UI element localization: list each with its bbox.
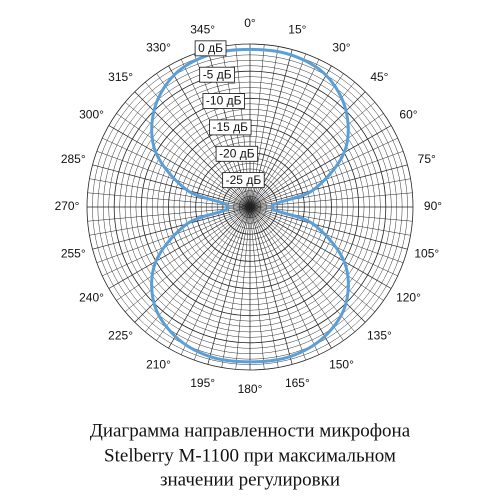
minor-grid-spoke: [235, 206, 251, 370]
grid-spoke: [249, 206, 392, 289]
minor-grid-spoke: [102, 137, 251, 208]
theta-tick-label: 240°: [79, 291, 104, 305]
grid-spoke: [207, 206, 251, 365]
theta-tick-label: 0°: [244, 16, 256, 30]
theta-tick-label: 330°: [146, 41, 171, 55]
r-tick-label: -20 дБ: [219, 146, 255, 160]
minor-grid-spoke: [180, 206, 251, 355]
grid-spoke: [249, 206, 332, 349]
theta-tick-label: 180°: [238, 382, 263, 396]
chart-title: Диаграмма направленности микрофона: [90, 420, 411, 441]
minor-grid-spoke: [249, 206, 398, 277]
minor-grid-spoke: [249, 113, 384, 208]
r-tick-label: -15 дБ: [213, 120, 249, 134]
minor-grid-spoke: [249, 206, 344, 341]
grid-spoke: [168, 206, 251, 349]
r-tick-label: -25 дБ: [226, 173, 262, 187]
theta-tick-label: 105°: [414, 247, 439, 261]
series-line: [150, 47, 350, 364]
theta-tick-label: 210°: [146, 358, 171, 372]
chart-title: Stelberry M-1100 при максимальном: [104, 445, 396, 466]
theta-tick-label: 60°: [399, 108, 417, 122]
theta-tick-label: 270°: [55, 199, 80, 213]
grid-spoke: [108, 125, 251, 208]
theta-tick-label: 120°: [396, 291, 421, 305]
chart-title: значении регулировки: [160, 469, 340, 490]
minor-grid-spoke: [249, 102, 376, 208]
theta-tick-label: 285°: [61, 152, 86, 166]
minor-grid-spoke: [249, 206, 355, 333]
r-tick-box: [215, 145, 259, 162]
minor-grid-spoke: [102, 206, 251, 277]
theta-tick-label: 225°: [108, 329, 133, 343]
theta-tick-label: 15°: [288, 22, 306, 36]
minor-grid-spoke: [249, 206, 306, 361]
minor-grid-spoke: [194, 206, 251, 361]
r-tick-label: 0 дБ: [198, 41, 223, 55]
theta-tick-label: 75°: [418, 152, 436, 166]
minor-grid-spoke: [124, 102, 251, 208]
minor-grid-spoke: [249, 73, 344, 208]
minor-grid-spoke: [249, 206, 279, 368]
minor-grid-spoke: [249, 206, 320, 355]
r-tick-box: [202, 93, 245, 109]
theta-tick-label: 255°: [61, 247, 86, 261]
minor-grid-spoke: [145, 206, 251, 333]
minor-grid-spoke: [116, 206, 251, 301]
grid-spoke: [249, 125, 392, 208]
minor-grid-spoke: [156, 206, 251, 341]
grid-spoke: [249, 164, 408, 208]
theta-tick-label: 150°: [329, 358, 354, 372]
r-tick-box: [222, 172, 265, 189]
minor-grid-spoke: [249, 137, 398, 208]
grid-spoke: [108, 206, 251, 289]
theta-tick-label: 315°: [108, 70, 133, 84]
r-tick-box: [194, 40, 227, 57]
grid-spoke: [92, 206, 251, 250]
grid-spoke: [249, 206, 408, 250]
theta-tick-label: 135°: [367, 329, 392, 343]
r-tick-box: [199, 66, 235, 83]
theta-tick-label: 195°: [190, 376, 215, 390]
minor-grid-spoke: [116, 113, 251, 208]
grid-spoke: [249, 206, 293, 365]
r-tick-box: [209, 119, 252, 136]
theta-tick-label: 165°: [285, 376, 310, 390]
minor-grid-spoke: [249, 206, 384, 301]
r-tick-label: -10 дБ: [206, 94, 242, 108]
theta-tick-label: 30°: [332, 41, 350, 55]
theta-tick-label: 90°: [424, 199, 442, 213]
minor-grid-spoke: [124, 206, 251, 312]
minor-grid-spoke: [249, 206, 265, 370]
r-tick-label: -5 дБ: [203, 67, 232, 81]
theta-tick-label: 300°: [79, 108, 104, 122]
minor-grid-spoke: [249, 206, 376, 312]
theta-tick-label: 345°: [190, 22, 215, 36]
minor-grid-spoke: [249, 81, 355, 208]
grid-spoke: [92, 164, 251, 208]
theta-tick-label: 45°: [370, 70, 388, 84]
minor-grid-spoke: [221, 206, 251, 368]
